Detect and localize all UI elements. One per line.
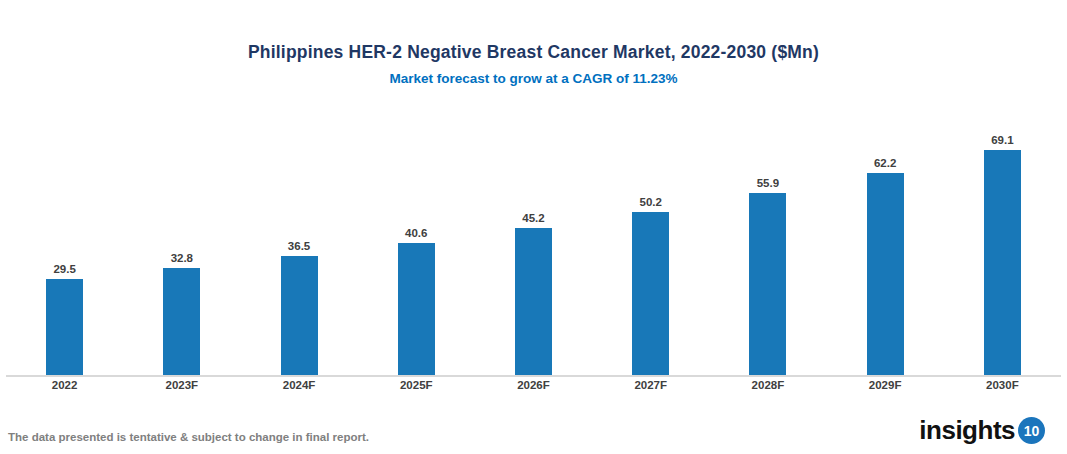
x-axis-label: 2026F — [475, 379, 592, 391]
x-axis-label: 2028F — [709, 379, 826, 391]
bar-value-label: 40.6 — [405, 227, 427, 239]
bar — [398, 243, 435, 375]
bar — [984, 150, 1021, 375]
bar-slot: 40.6 — [358, 227, 475, 375]
footer-note: The data presented is tentative & subjec… — [8, 431, 369, 443]
x-axis: 20222023F2024F2025F2026F2027F2028F2029F2… — [6, 379, 1061, 391]
bar-value-label: 32.8 — [171, 252, 193, 264]
bar-slot: 36.5 — [240, 240, 357, 375]
bar-slot: 29.5 — [6, 263, 123, 375]
bar-slot: 45.2 — [475, 212, 592, 375]
x-axis-label: 2027F — [592, 379, 709, 391]
x-axis-label: 2025F — [358, 379, 475, 391]
x-axis-label: 2029F — [827, 379, 944, 391]
bar-value-label: 55.9 — [757, 177, 779, 189]
bar — [867, 173, 904, 375]
bar-value-label: 36.5 — [288, 240, 310, 252]
bar-value-label: 45.2 — [522, 212, 544, 224]
chart-title: Philippines HER-2 Negative Breast Cancer… — [0, 42, 1067, 63]
bar-slot: 55.9 — [709, 177, 826, 375]
insights10-logo: insights 10 — [919, 415, 1045, 446]
bar-slot: 69.1 — [944, 134, 1061, 375]
bar-slot: 62.2 — [827, 157, 944, 375]
bar — [749, 193, 786, 375]
bar — [46, 279, 83, 375]
bar-slot: 32.8 — [123, 252, 240, 375]
bar — [632, 212, 669, 375]
x-axis-label: 2024F — [240, 379, 357, 391]
plot-area: 29.5 32.8 36.5 40.6 45.2 50.2 55.9 62.2 69.1 — [6, 120, 1061, 377]
chart-subtitle: Market forecast to grow at a CAGR of 11.… — [0, 71, 1067, 86]
bar-slot: 50.2 — [592, 196, 709, 375]
x-axis-label: 2022 — [6, 379, 123, 391]
bar — [163, 268, 200, 375]
x-axis-label: 2030F — [944, 379, 1061, 391]
bar-value-label: 62.2 — [874, 157, 896, 169]
bar — [515, 228, 552, 375]
bar-value-label: 69.1 — [991, 134, 1013, 146]
chart-canvas: Philippines HER-2 Negative Breast Cancer… — [0, 0, 1067, 454]
x-axis-label: 2023F — [123, 379, 240, 391]
logo-badge: 10 — [1018, 417, 1045, 444]
bar-value-label: 29.5 — [53, 263, 75, 275]
bar — [281, 256, 318, 375]
logo-text: insights — [919, 415, 1015, 446]
bar-value-label: 50.2 — [640, 196, 662, 208]
